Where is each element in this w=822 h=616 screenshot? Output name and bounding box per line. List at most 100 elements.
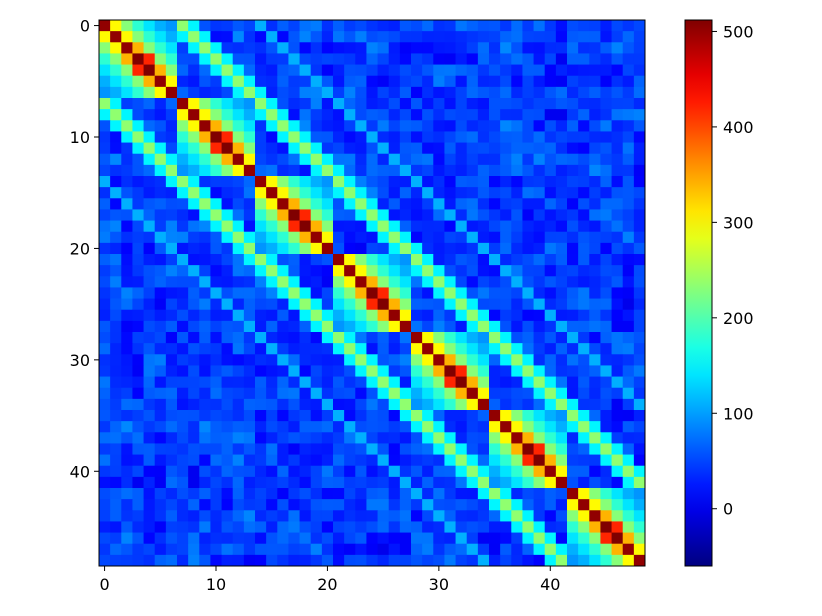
heatmap-cell xyxy=(366,75,378,88)
heatmap-cell xyxy=(578,298,590,311)
heatmap-cell xyxy=(611,198,624,210)
heatmap-cell xyxy=(522,332,534,344)
heatmap-cell xyxy=(277,454,289,467)
heatmap-cell xyxy=(633,499,646,511)
heatmap-cell xyxy=(567,75,579,88)
heatmap-cell xyxy=(578,86,590,99)
heatmap-cell xyxy=(277,53,289,65)
heatmap-cell xyxy=(333,265,345,277)
heatmap-cell xyxy=(422,543,434,556)
heatmap-cell xyxy=(611,421,624,433)
heatmap-cell xyxy=(210,343,222,355)
heatmap-cell xyxy=(589,31,601,43)
heatmap-cell xyxy=(143,510,156,522)
heatmap-cell xyxy=(422,164,434,177)
heatmap-cell xyxy=(567,532,579,545)
heatmap-cell xyxy=(321,142,334,155)
heatmap-cell xyxy=(243,53,256,65)
heatmap-cell xyxy=(99,309,111,322)
heatmap-cell xyxy=(121,443,133,455)
heatmap-cell xyxy=(433,220,445,233)
heatmap-cell xyxy=(466,398,479,411)
heatmap-cell xyxy=(522,254,534,266)
heatmap-cell xyxy=(388,554,401,567)
heatmap-cell xyxy=(121,231,133,244)
heatmap-cell xyxy=(433,365,445,377)
heatmap-cell xyxy=(143,443,156,455)
heatmap-cell xyxy=(143,242,156,255)
heatmap-cell xyxy=(355,543,367,556)
heatmap-cell xyxy=(121,75,133,88)
heatmap-cell xyxy=(99,231,111,244)
heatmap-cell xyxy=(210,476,222,489)
heatmap-cell xyxy=(321,476,334,489)
heatmap-cell xyxy=(600,365,612,377)
heatmap-cell xyxy=(221,254,234,266)
heatmap-cell xyxy=(188,231,200,244)
heatmap-cell xyxy=(444,521,456,533)
heatmap-cell xyxy=(622,75,635,88)
heatmap-cell xyxy=(188,120,200,132)
heatmap-cell xyxy=(266,265,278,277)
heatmap-cell xyxy=(177,209,189,221)
heatmap-cell xyxy=(455,387,468,400)
heatmap-cell xyxy=(600,532,612,545)
heatmap-cell xyxy=(99,320,111,333)
heatmap-cell xyxy=(600,499,612,511)
heatmap-cell xyxy=(199,554,211,567)
heatmap-cell xyxy=(277,532,289,545)
heatmap-cell xyxy=(555,254,568,266)
heatmap-cell xyxy=(221,187,234,199)
heatmap-cell xyxy=(333,332,345,344)
heatmap-cell xyxy=(188,53,200,65)
heatmap-cell xyxy=(600,242,612,255)
heatmap-cell xyxy=(255,543,267,556)
heatmap-cell xyxy=(399,298,412,311)
heatmap-cell xyxy=(388,198,401,210)
heatmap-cell xyxy=(377,488,390,500)
heatmap-cell xyxy=(489,521,501,533)
heatmap-cell xyxy=(333,510,345,522)
heatmap-cell xyxy=(455,343,468,355)
heatmap-cell xyxy=(500,109,512,121)
heatmap-cell xyxy=(299,131,312,143)
heatmap-cell xyxy=(522,53,534,65)
heatmap-cell xyxy=(533,309,546,322)
heatmap-cell xyxy=(232,510,245,522)
heatmap-cell xyxy=(188,242,200,255)
heatmap-cell xyxy=(232,242,245,255)
heatmap-cell xyxy=(511,421,523,433)
heatmap-cell xyxy=(255,465,267,478)
heatmap-cell xyxy=(210,53,222,65)
heatmap-cell xyxy=(333,421,345,433)
heatmap-cell xyxy=(310,432,323,444)
heatmap-cell xyxy=(444,309,456,322)
heatmap-cell xyxy=(344,376,356,389)
heatmap-cell xyxy=(422,98,434,110)
heatmap-cell xyxy=(99,443,111,455)
heatmap-cell xyxy=(433,176,445,188)
heatmap-cell xyxy=(243,153,256,166)
heatmap-cell xyxy=(165,42,178,54)
heatmap-cell xyxy=(433,421,445,433)
heatmap-cell xyxy=(243,465,256,478)
heatmap-cell xyxy=(132,320,144,333)
heatmap-cell xyxy=(455,231,468,244)
heatmap-cell xyxy=(321,365,334,377)
heatmap-cell xyxy=(143,343,156,355)
heatmap-cell xyxy=(288,387,300,400)
heatmap-cell xyxy=(221,332,234,344)
heatmap-cell xyxy=(177,454,189,467)
heatmap-cell xyxy=(110,354,122,366)
heatmap-cell xyxy=(444,432,456,444)
heatmap-cell xyxy=(210,521,222,533)
heatmap-cell xyxy=(188,354,200,366)
heatmap-cell xyxy=(288,454,300,467)
heatmap-cell xyxy=(154,476,167,489)
heatmap-cell xyxy=(522,64,534,77)
heatmap-cell xyxy=(622,53,635,65)
heatmap-cell xyxy=(165,309,178,322)
heatmap-cell xyxy=(555,510,568,522)
heatmap-cell xyxy=(255,443,267,455)
heatmap-cell xyxy=(411,298,423,311)
